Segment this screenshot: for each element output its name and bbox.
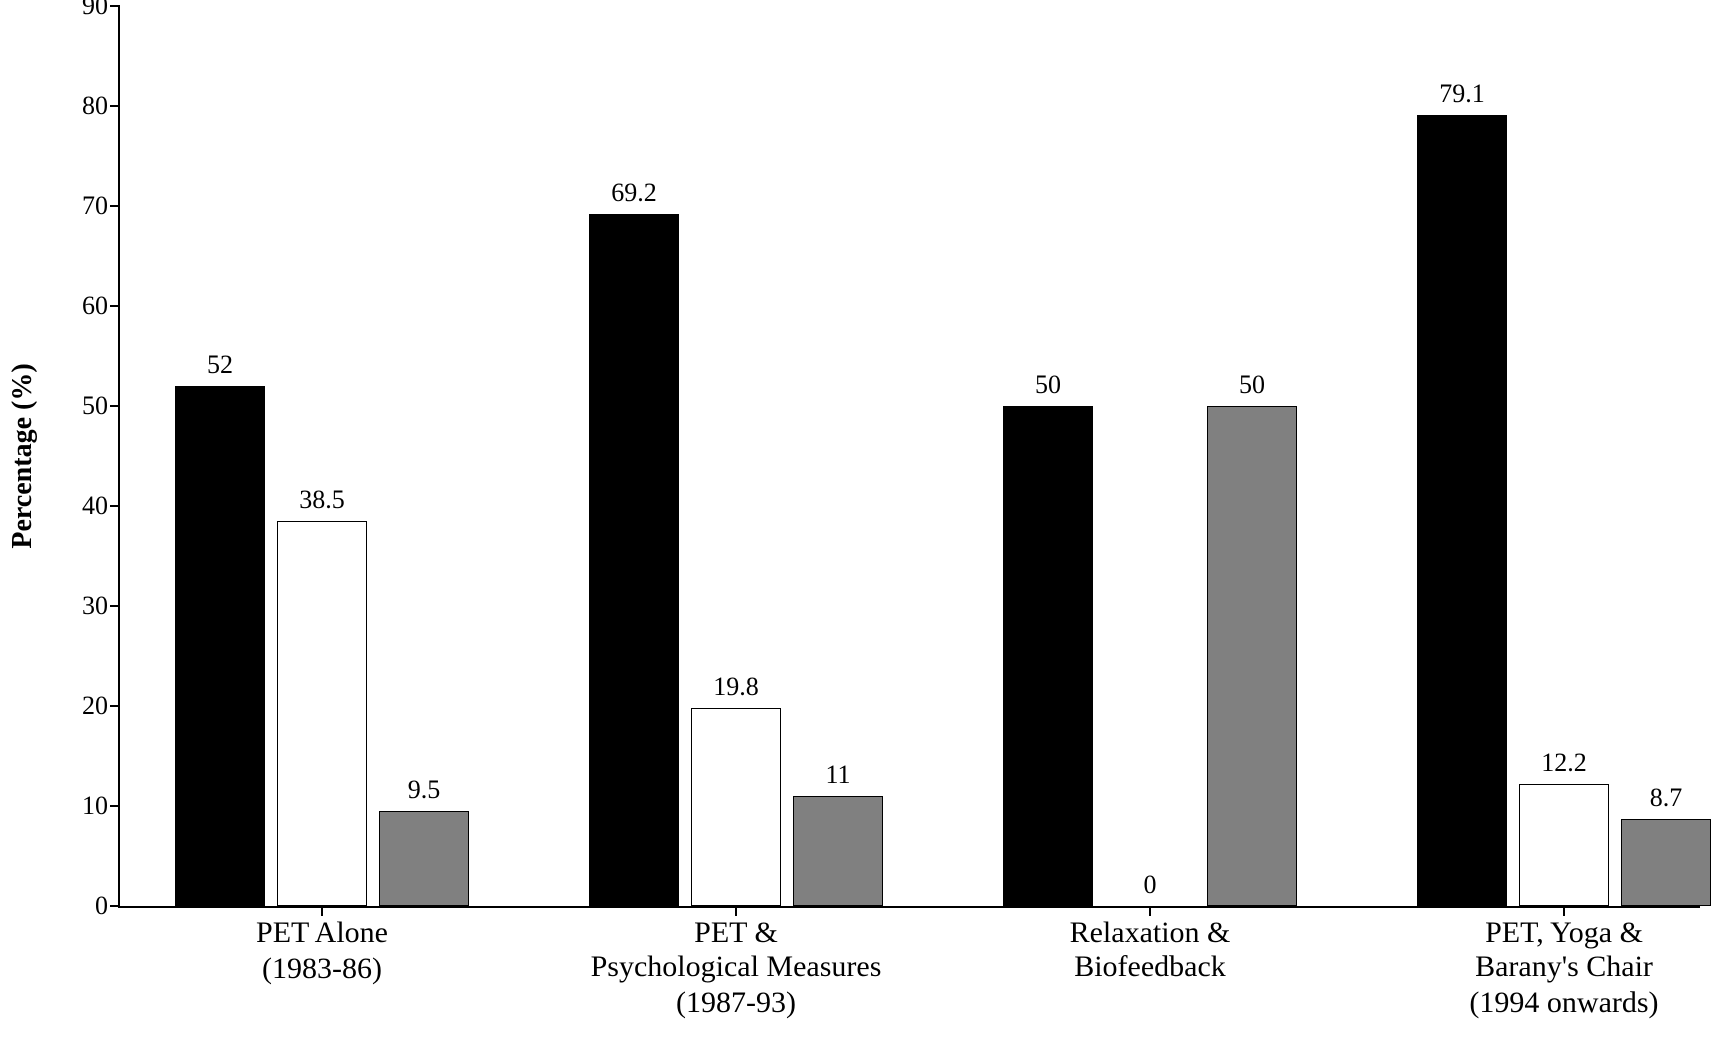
bar xyxy=(1003,406,1093,906)
bar xyxy=(1519,784,1609,906)
bar-value-label: 50 xyxy=(1207,370,1297,400)
y-tick-mark xyxy=(110,905,120,907)
bar-value-label: 8.7 xyxy=(1621,783,1711,813)
y-tick-mark xyxy=(110,805,120,807)
bar xyxy=(589,214,679,906)
bar xyxy=(379,811,469,906)
bar-value-label: 19.8 xyxy=(691,672,781,702)
bar xyxy=(793,796,883,906)
bar xyxy=(1417,115,1507,906)
plot-area: 01020304050607080905238.59.5PET Alone(19… xyxy=(118,6,1700,908)
y-tick-label: 90 xyxy=(82,0,120,21)
y-tick-mark xyxy=(110,505,120,507)
bar-value-label: 0 xyxy=(1105,870,1195,900)
bar-value-label: 11 xyxy=(793,760,883,790)
bar-value-label: 50 xyxy=(1003,370,1093,400)
y-tick-mark xyxy=(110,205,120,207)
y-tick-mark xyxy=(110,5,120,7)
y-tick-mark xyxy=(110,605,120,607)
bar-value-label: 9.5 xyxy=(379,775,469,805)
category-label: PET &Psychological Measures(1987-93) xyxy=(536,906,936,1020)
bar-value-label: 12.2 xyxy=(1519,748,1609,778)
y-tick-mark xyxy=(110,705,120,707)
bar-group: 79.1 12.2 8.7 xyxy=(1417,6,1711,906)
bar xyxy=(1207,406,1297,906)
bar xyxy=(175,386,265,906)
bar-group: 52 38.5 9.5 xyxy=(175,6,469,906)
bar-chart: 01020304050607080905238.59.5PET Alone(19… xyxy=(0,0,1714,1046)
y-tick-mark xyxy=(110,405,120,407)
category-label: PET Alone(1983-86) xyxy=(122,906,522,986)
bar-group: 69.2 19.8 11 xyxy=(589,6,883,906)
bar xyxy=(1621,819,1711,906)
y-axis-label: Percentage (%) xyxy=(7,363,39,548)
y-tick-mark xyxy=(110,305,120,307)
y-tick-mark xyxy=(110,105,120,107)
category-label: PET, Yoga &Barany's Chair(1994 onwards) xyxy=(1364,906,1714,1020)
bar-value-label: 79.1 xyxy=(1417,79,1507,109)
bar xyxy=(691,708,781,906)
bar-value-label: 52 xyxy=(175,350,265,380)
bar-value-label: 69.2 xyxy=(589,178,679,208)
bar-value-label: 38.5 xyxy=(277,485,367,515)
category-label: Relaxation &Biofeedback xyxy=(950,906,1350,984)
bar xyxy=(277,521,367,906)
bar-group: 50 0 50 xyxy=(1003,6,1297,906)
